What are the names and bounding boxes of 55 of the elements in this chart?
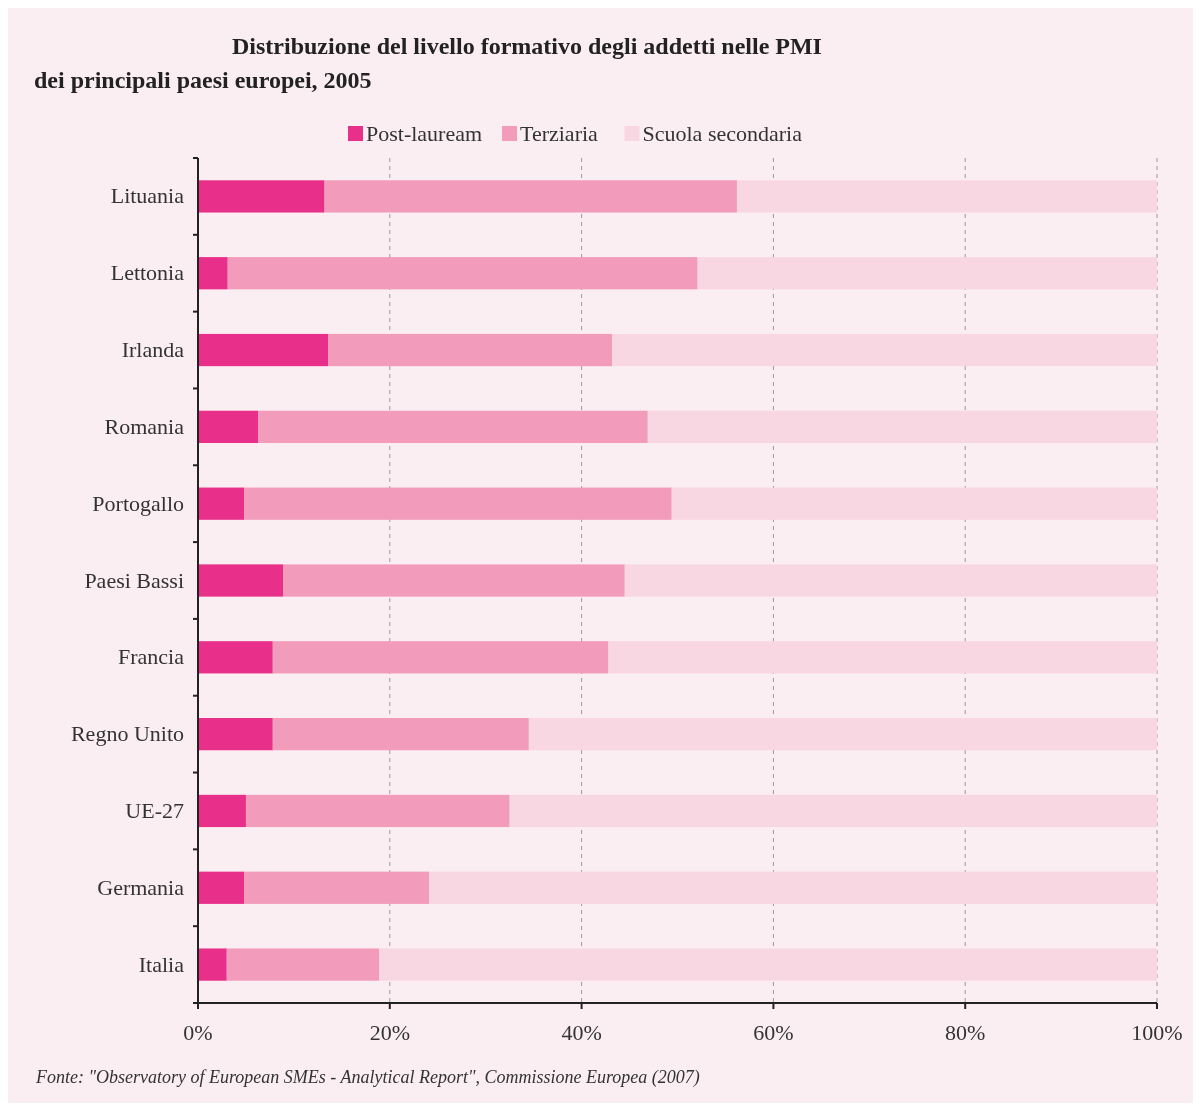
- bar: [328, 333, 613, 367]
- y-tick-label: Irlanda: [121, 337, 185, 363]
- bar: [697, 257, 1157, 290]
- bar: [429, 871, 1157, 904]
- legend-label: Terziaria: [520, 121, 599, 146]
- bar: [528, 718, 1157, 751]
- bar: [736, 180, 1157, 213]
- y-tick-label: Francia: [118, 644, 185, 670]
- bar: [245, 794, 510, 828]
- y-tick-label: Romania: [104, 413, 185, 439]
- x-tick-label: 80%: [945, 1020, 986, 1045]
- y-tick-label: Regno Unito: [70, 721, 184, 747]
- bar: [624, 564, 1157, 597]
- bar: [198, 871, 245, 904]
- bar: [272, 641, 609, 674]
- y-tick-label: Portogallo: [92, 490, 184, 516]
- bar: [244, 871, 430, 904]
- bar: [198, 641, 273, 674]
- bar: [198, 257, 228, 290]
- x-tick-label: 100%: [1131, 1020, 1183, 1045]
- legend-label: Post-lauream: [366, 121, 483, 146]
- bar: [647, 410, 1157, 443]
- bar: [198, 564, 284, 597]
- bar: [608, 641, 1157, 674]
- y-tick-label: Paesi Bassi: [84, 567, 184, 593]
- y-tick-label: UE-27: [125, 797, 184, 823]
- y-tick-label: Lituania: [110, 183, 185, 209]
- bar: [379, 948, 1157, 981]
- bar: [283, 564, 625, 597]
- legend-label: Scuola secondaria: [642, 121, 803, 146]
- bar: [198, 718, 273, 751]
- y-tick-label: Germania: [97, 874, 185, 900]
- bar: [198, 410, 259, 443]
- bar: [198, 794, 246, 828]
- bar: [226, 948, 380, 981]
- x-tick-label: 20%: [369, 1020, 410, 1045]
- bar: [324, 180, 737, 213]
- bar: [227, 257, 698, 290]
- bar: [198, 333, 329, 367]
- bar: [198, 180, 325, 213]
- bar: [612, 333, 1157, 367]
- y-tick-label: Italia: [138, 951, 185, 977]
- x-tick-label: 40%: [561, 1020, 602, 1045]
- bar: [272, 718, 529, 751]
- bar: [509, 794, 1157, 828]
- x-tick-label: 60%: [753, 1020, 794, 1045]
- bar: [198, 948, 227, 981]
- source-note: Fonte: "Observatory of European SMEs - Analytical Report", Commissione Europea (2007): [35, 1067, 700, 1088]
- chart-title: Distribuzione del livello formativo degli addetti nelle PMI dei principali paesi europei, 2005: [34, 33, 822, 93]
- bar: [244, 487, 672, 520]
- x-tick-label: 0%: [183, 1020, 213, 1045]
- bar: [198, 487, 245, 520]
- y-tick-label: Lettonia: [110, 260, 185, 286]
- bar: [258, 410, 648, 443]
- bar: [671, 487, 1157, 520]
